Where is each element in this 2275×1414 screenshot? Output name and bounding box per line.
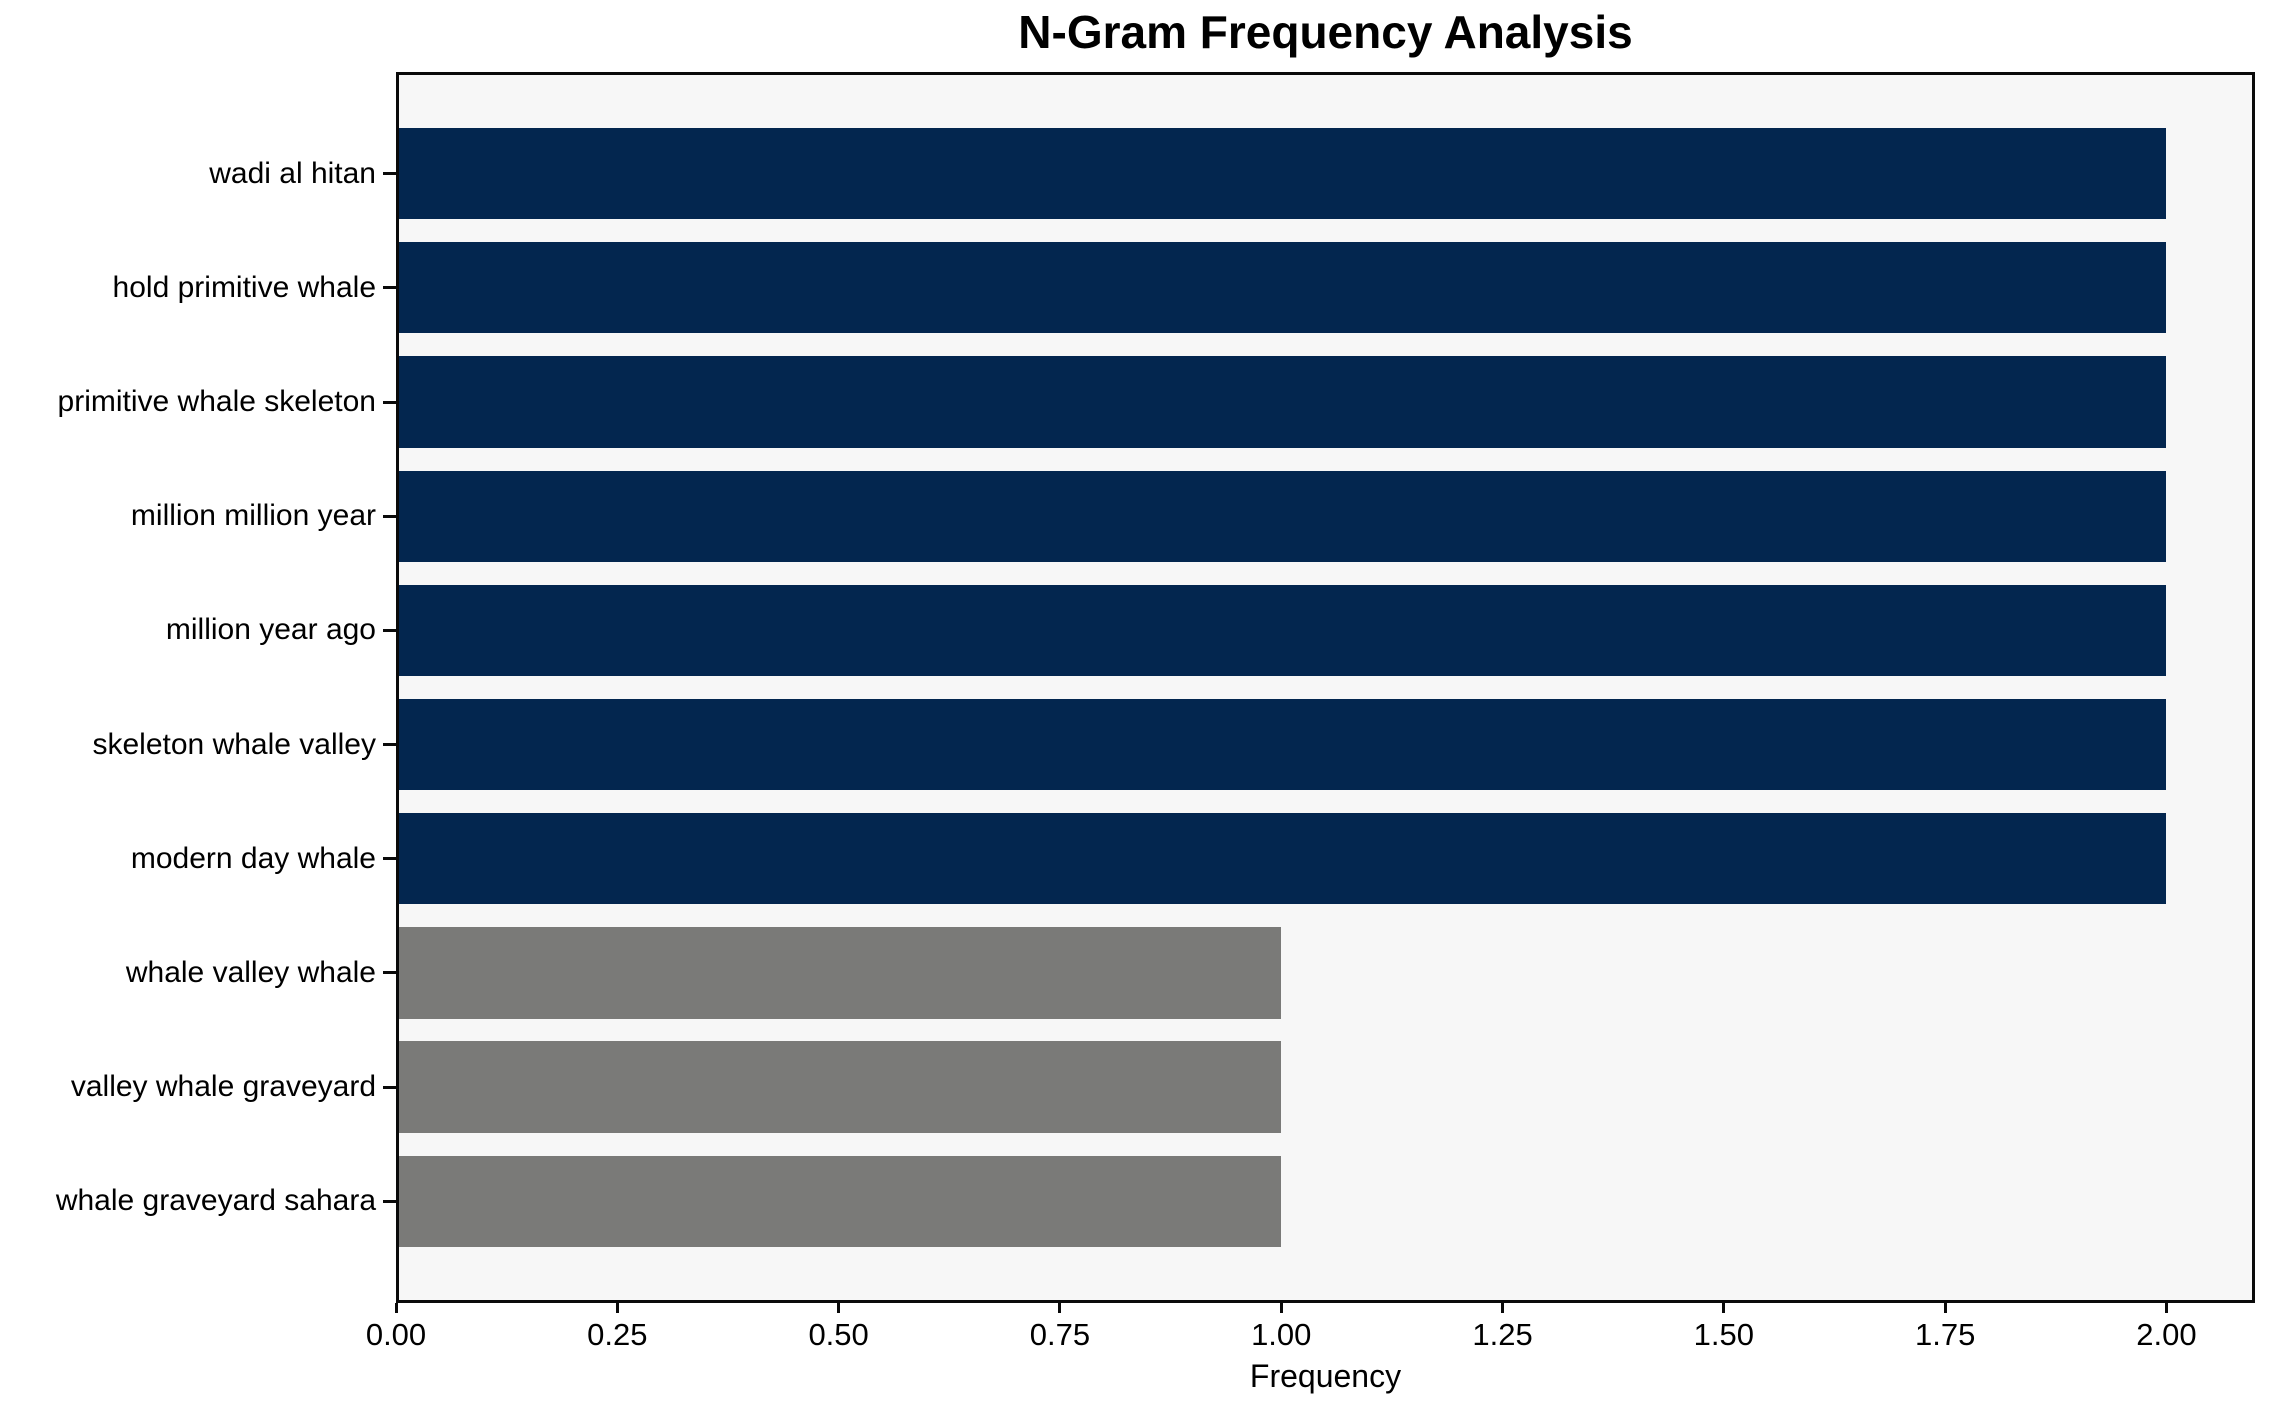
bar <box>399 1155 1282 1248</box>
y-tick-label: whale valley whale <box>125 955 376 989</box>
x-tick-mark <box>1943 1303 1947 1313</box>
bar <box>399 356 2167 448</box>
bar <box>399 813 2167 905</box>
x-axis-label: Frequency <box>1249 1358 1402 1394</box>
x-tick-label: 0.75 <box>1029 1317 1091 1352</box>
y-tick-mark <box>383 400 396 404</box>
y-tick-label: valley whale graveyard <box>70 1070 376 1104</box>
x-tick-label: 0.00 <box>365 1317 427 1352</box>
y-tick-mark <box>383 286 396 290</box>
x-tick-mark <box>615 1303 619 1313</box>
y-tick-mark <box>383 172 396 176</box>
y-tick-mark <box>383 1085 396 1089</box>
bar <box>399 698 2167 791</box>
x-tick-mark <box>837 1303 841 1313</box>
x-tick-mark <box>394 1303 398 1313</box>
x-tick-label: 0.50 <box>808 1317 869 1352</box>
y-tick-mark <box>383 514 396 518</box>
bar <box>399 1041 1282 1133</box>
y-tick-mark <box>383 971 396 975</box>
x-tick-label: 1.50 <box>1693 1317 1755 1352</box>
x-tick-label: 2.00 <box>2136 1317 2197 1352</box>
y-tick-label: skeleton whale valley <box>92 727 377 761</box>
y-tick-label: primitive whale skeleton <box>57 385 376 419</box>
y-tick-mark <box>383 857 396 861</box>
x-tick-mark <box>2164 1303 2168 1313</box>
bar <box>399 242 2167 334</box>
x-tick-label: 1.00 <box>1251 1317 1312 1352</box>
y-tick-label: modern day whale <box>130 841 376 875</box>
x-tick-label: 1.75 <box>1914 1317 1976 1352</box>
x-tick-label: 1.25 <box>1472 1317 1533 1352</box>
y-tick-label: million million year <box>130 499 376 533</box>
x-tick-mark <box>1058 1303 1062 1313</box>
x-tick-mark <box>1501 1303 1505 1313</box>
x-tick-label: 0.25 <box>587 1317 648 1352</box>
chart-title: N-Gram Frequency Analysis <box>1018 6 1633 58</box>
y-tick-label: million year ago <box>165 613 376 647</box>
bar <box>399 584 2167 677</box>
y-tick-label: whale graveyard sahara <box>55 1184 376 1218</box>
bar <box>399 127 2167 220</box>
bar <box>399 927 1282 1019</box>
y-tick-mark <box>383 1199 396 1203</box>
y-tick-mark <box>383 628 396 632</box>
y-tick-label: wadi al hitan <box>209 156 376 190</box>
bar <box>399 470 2167 562</box>
y-tick-mark <box>383 743 396 747</box>
x-tick-mark <box>1279 1303 1283 1313</box>
y-tick-label: hold primitive whale <box>112 270 376 304</box>
x-tick-mark <box>1722 1303 1726 1313</box>
